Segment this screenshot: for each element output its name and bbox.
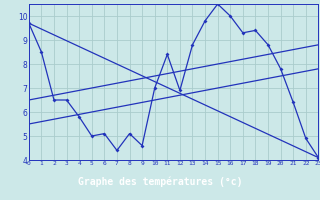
Text: Graphe des températures (°c): Graphe des températures (°c)	[78, 177, 242, 187]
